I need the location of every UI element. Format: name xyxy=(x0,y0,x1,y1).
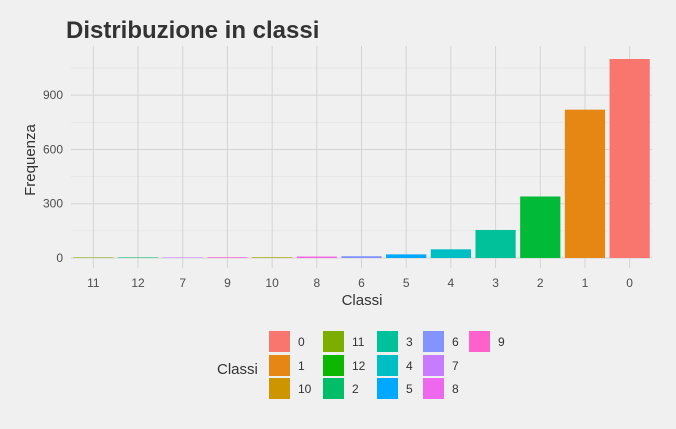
legend-label-9: 9 xyxy=(498,335,505,349)
legend-label-7: 7 xyxy=(452,359,459,373)
x-axis-title: Classi xyxy=(342,292,383,309)
bar-8 xyxy=(296,256,337,258)
bar-4 xyxy=(430,249,471,258)
bar-10 xyxy=(252,257,293,258)
bar-0 xyxy=(609,59,650,258)
legend-swatch-9 xyxy=(469,331,490,352)
x-tick-label: 9 xyxy=(224,276,231,290)
legend-label-12: 12 xyxy=(352,359,366,373)
legend-label-3: 3 xyxy=(406,335,413,349)
x-tick-label: 1 xyxy=(582,276,589,290)
legend-swatch-3 xyxy=(377,331,398,352)
bar-12 xyxy=(117,257,159,258)
legend-label-11: 11 xyxy=(352,335,365,349)
bar-3 xyxy=(475,229,516,258)
x-tick-label: 12 xyxy=(131,276,145,290)
bar-7 xyxy=(162,257,203,258)
bar-5 xyxy=(386,254,427,258)
legend: Classi 0 1 10 11 12 2 3 4 5 6 7 8 9 xyxy=(217,331,505,399)
x-tick-label: 3 xyxy=(492,276,499,290)
legend-swatch-1 xyxy=(269,355,290,376)
legend-swatch-8 xyxy=(423,378,444,399)
x-tick-label: 8 xyxy=(313,276,320,290)
legend-swatch-0 xyxy=(269,331,290,352)
y-axis-title: Frequenza xyxy=(22,123,39,195)
x-tick-label: 11 xyxy=(87,276,100,290)
bar-9 xyxy=(207,257,248,258)
y-tick-label: 0 xyxy=(56,251,63,265)
legend-label-1: 1 xyxy=(298,359,305,373)
x-tick-label: 6 xyxy=(358,276,365,290)
bar-2 xyxy=(520,196,561,258)
legend-label-2: 2 xyxy=(352,382,359,396)
legend-swatch-5 xyxy=(377,378,398,399)
legend-swatch-4 xyxy=(377,355,398,376)
legend-title: Classi xyxy=(217,361,258,378)
bar-1 xyxy=(564,109,606,259)
x-tick-label: 10 xyxy=(265,276,279,290)
chart-title: Distribuzione in classi xyxy=(66,17,319,44)
x-tick-label: 7 xyxy=(179,276,186,290)
legend-swatch-7 xyxy=(423,355,444,376)
legend-label-10: 10 xyxy=(298,382,312,396)
x-tick-label: 5 xyxy=(403,276,410,290)
legend-label-5: 5 xyxy=(406,382,413,396)
legend-swatch-2 xyxy=(323,378,344,399)
y-tick-label: 600 xyxy=(43,142,63,156)
legend-label-8: 8 xyxy=(452,382,459,396)
y-tick-label: 900 xyxy=(43,88,63,102)
legend-swatch-6 xyxy=(423,331,444,352)
legend-swatch-12 xyxy=(323,355,344,376)
y-tick-label: 300 xyxy=(43,197,63,211)
legend-swatch-10 xyxy=(269,378,290,399)
x-tick-label: 2 xyxy=(537,276,544,290)
x-tick-label: 4 xyxy=(448,276,455,290)
bar-6 xyxy=(341,256,382,258)
bar-11 xyxy=(73,257,114,258)
legend-label-6: 6 xyxy=(452,335,459,349)
legend-label-4: 4 xyxy=(406,359,413,373)
legend-label-0: 0 xyxy=(298,335,305,349)
legend-swatch-11 xyxy=(323,331,344,352)
x-tick-label: 0 xyxy=(626,276,633,290)
